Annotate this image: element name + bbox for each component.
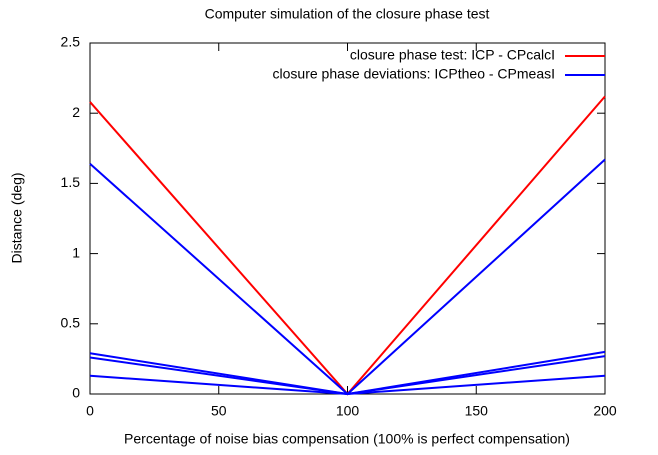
legend-label: closure phase deviations: ICPtheo - CPme… xyxy=(273,66,555,82)
x-tick-label: 0 xyxy=(86,403,94,419)
data-line xyxy=(89,374,606,396)
x-tick-label: 150 xyxy=(465,403,489,419)
x-axis-label: Percentage of noise bias compensation (1… xyxy=(124,431,570,447)
x-tick-label: 100 xyxy=(336,403,360,419)
plot-frame xyxy=(89,42,606,395)
x-tick-label: 200 xyxy=(593,403,617,419)
y-tick-label: 0.5 xyxy=(61,315,81,331)
chart-title: Computer simulation of the closure phase… xyxy=(205,6,490,22)
data-line xyxy=(89,95,606,396)
y-tick-label: 1.5 xyxy=(61,174,81,190)
x-tick-label: 50 xyxy=(211,403,227,419)
data-line xyxy=(89,158,606,396)
legend-label: closure phase test: ICP - CPcalcI xyxy=(350,47,555,63)
y-tick-label: 1 xyxy=(72,244,80,260)
y-tick-label: 2 xyxy=(72,104,80,120)
y-axis-label: Distance (deg) xyxy=(9,172,25,263)
y-tick-label: 2.5 xyxy=(61,34,81,50)
y-tick-label: 0 xyxy=(72,385,80,401)
